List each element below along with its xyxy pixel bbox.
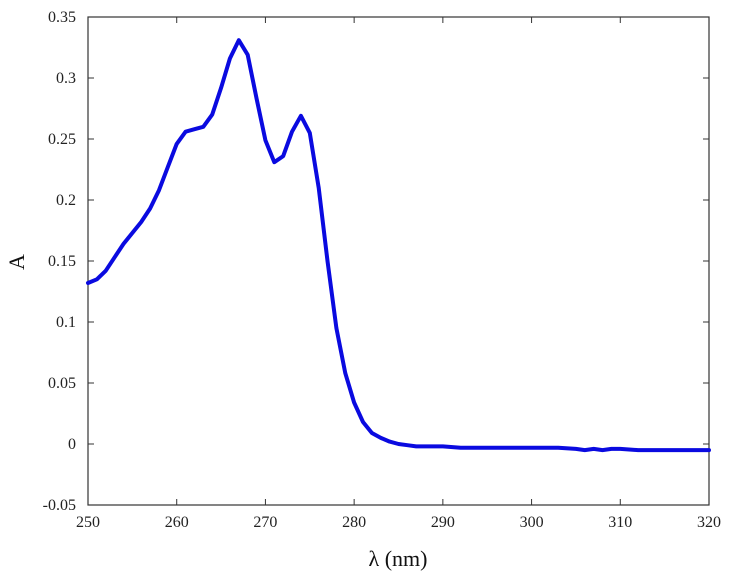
x-tick-label: 310: [608, 514, 632, 531]
x-tick-label: 260: [165, 514, 189, 531]
plot-frame: [87, 16, 710, 506]
y-tick-label: 0: [68, 436, 76, 453]
y-tick-label: 0.25: [48, 131, 76, 148]
y-axis-label: A: [4, 254, 29, 270]
x-tick-label: 300: [520, 514, 544, 531]
y-tick-label: 0.3: [56, 70, 76, 87]
y-tick-label: 0.35: [48, 9, 76, 26]
x-tick-labels: 250 260 270 280 290 300 310 320: [76, 514, 721, 531]
plot-border: [87, 16, 710, 506]
y-tick-label: 0.1: [56, 314, 76, 331]
x-tick-label: 270: [253, 514, 277, 531]
y-tick-label: -0.05: [43, 497, 76, 514]
y-tick-label: 0.15: [48, 253, 76, 270]
x-tick-label: 250: [76, 514, 100, 531]
x-tick-label: 280: [342, 514, 366, 531]
x-axis-label: λ (nm): [369, 546, 428, 571]
y-tick-label: 0.2: [56, 192, 76, 209]
axis-ticks: [87, 16, 710, 506]
absorbance-curve: [86, 38, 711, 453]
x-tick-label: 320: [697, 514, 721, 531]
y-tick-label: 0.05: [48, 375, 76, 392]
y-tick-labels: -0.05 0 0.05 0.1 0.15 0.2 0.25 0.3 0.35: [43, 9, 76, 514]
x-tick-label: 290: [431, 514, 455, 531]
